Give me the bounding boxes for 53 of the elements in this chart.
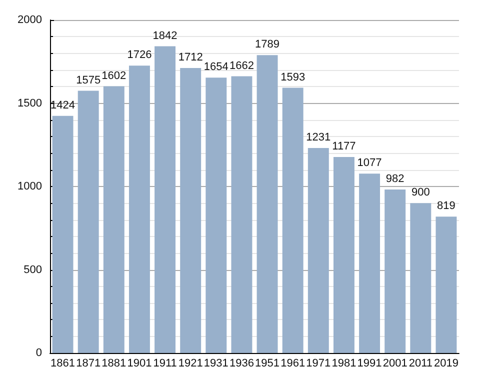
- x-tick-label: 2011: [408, 358, 432, 370]
- x-tick-label: 1911: [153, 358, 177, 370]
- bar: [231, 76, 252, 353]
- x-tick-label: 2019: [434, 358, 458, 370]
- x-tick-label: 1951: [255, 358, 280, 370]
- x-tick-label: 1921: [178, 358, 203, 370]
- y-tick-label: 0: [36, 347, 42, 359]
- bar: [78, 90, 99, 353]
- data-label: 1177: [332, 140, 356, 153]
- y-tick-label: 1500: [18, 97, 42, 110]
- data-label: 1789: [255, 38, 280, 51]
- x-tick-label: 1991: [357, 358, 382, 370]
- bar: [384, 189, 406, 353]
- bar: [308, 148, 329, 353]
- x-tick-label: 1901: [127, 358, 152, 370]
- data-label: 1654: [204, 61, 228, 74]
- x-tick-label: 1961: [280, 358, 306, 370]
- data-label: 1077: [357, 157, 382, 170]
- data-label: 1662: [229, 60, 254, 72]
- x-tick-label: 1861: [50, 358, 76, 370]
- x-tick-label: 1871: [76, 358, 101, 370]
- data-label: 819: [437, 200, 456, 212]
- x-tick-label: 2001: [382, 358, 408, 370]
- data-label: 1231: [306, 132, 331, 144]
- data-label: 1842: [152, 30, 178, 42]
- y-tick-label: 500: [24, 264, 42, 276]
- bar: [256, 55, 278, 353]
- data-label: 1593: [280, 71, 306, 84]
- data-label: 982: [386, 172, 404, 185]
- bar: [180, 68, 202, 353]
- x-tick-label: 1881: [102, 358, 126, 370]
- y-tick-label: 2000: [18, 14, 42, 26]
- data-label: 1712: [178, 51, 203, 64]
- x-tick-label: 1981: [332, 358, 356, 370]
- bar: [436, 216, 457, 353]
- data-label: 900: [411, 186, 430, 199]
- bar: [128, 66, 150, 353]
- x-tick-label: 1971: [306, 358, 331, 370]
- data-label: 1424: [50, 99, 76, 112]
- x-tick-label: 1936: [229, 358, 254, 370]
- data-label: 1602: [102, 70, 126, 82]
- bar: [206, 78, 227, 353]
- bar: [410, 203, 432, 353]
- bar: [333, 157, 354, 353]
- bar: [359, 174, 380, 353]
- bar: [103, 86, 124, 353]
- data-label: 1726: [127, 49, 152, 62]
- y-tick-label: 1000: [18, 180, 42, 192]
- data-label: 1575: [76, 74, 101, 86]
- x-tick-label: 1931: [204, 358, 228, 370]
- bar: [282, 88, 304, 353]
- bar: [154, 46, 176, 353]
- bar: [52, 116, 74, 353]
